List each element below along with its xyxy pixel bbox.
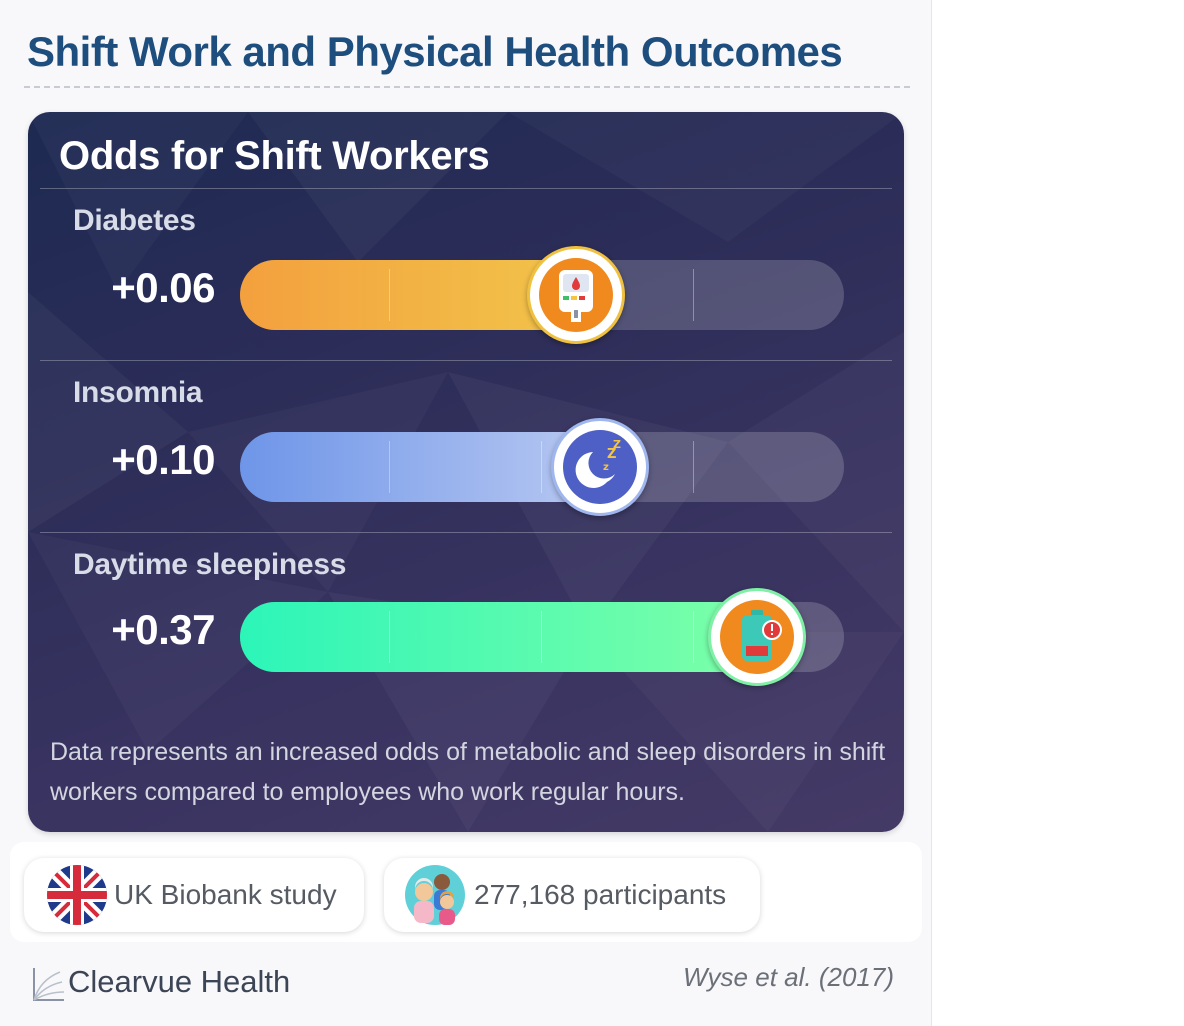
glucose-meter-icon — [539, 258, 613, 332]
gridline — [541, 611, 542, 663]
low-battery-icon — [720, 600, 794, 674]
infographic-page: Shift Work and Physical Health Outcomes … — [24, 0, 932, 1026]
brand-name: Clearvue Health — [68, 964, 291, 999]
value-label: +0.10 — [111, 436, 215, 483]
gridline — [389, 441, 390, 493]
bar-track — [240, 246, 844, 344]
participants-pill: 277,168 participants — [384, 858, 760, 932]
divider — [40, 188, 892, 189]
svg-text:Z: Z — [613, 438, 621, 451]
value-label: +0.37 — [111, 606, 215, 653]
bar-badge — [527, 246, 625, 344]
value-label: +0.06 — [111, 264, 215, 311]
bar — [240, 432, 602, 502]
gridline — [693, 269, 694, 321]
category-label: Insomnia — [73, 376, 203, 409]
svg-text:z: z — [603, 462, 609, 473]
svg-text:Z: Z — [607, 447, 616, 462]
brand: Clearvue Health — [30, 958, 290, 1006]
study-pill: UK Biobank study — [24, 858, 364, 932]
category-label: Diabetes — [73, 204, 196, 237]
moon-sleep-icon: Z Z z — [563, 430, 637, 504]
people-group-icon — [405, 865, 465, 925]
divider — [40, 360, 892, 361]
gridline — [389, 611, 390, 663]
bar-track — [240, 588, 844, 686]
title-divider — [24, 86, 910, 88]
bar-badge — [708, 588, 806, 686]
bar-badge: Z Z z — [551, 418, 649, 516]
card-title: Odds for Shift Workers — [59, 134, 490, 178]
footnote: Data represents an increased odds of met… — [50, 738, 886, 806]
category-label: Daytime sleepiness — [73, 548, 347, 581]
bar — [240, 260, 578, 330]
divider — [40, 532, 892, 533]
participants-label: 277,168 participants — [474, 879, 727, 910]
chart-card: Odds for Shift Workers Diabetes +0.06 — [28, 112, 904, 832]
gridline — [541, 441, 542, 493]
gridline — [389, 269, 390, 321]
gridline — [693, 611, 694, 663]
study-label: UK Biobank study — [114, 879, 337, 910]
bar-track: Z Z z — [240, 418, 844, 516]
bar — [240, 602, 759, 672]
citation: Wyse et al. (2017) — [683, 962, 894, 992]
page-title: Shift Work and Physical Health Outcomes — [27, 28, 843, 75]
uk-flag-icon — [47, 865, 107, 925]
gridline — [693, 441, 694, 493]
brand-logo-icon — [33, 968, 65, 1001]
